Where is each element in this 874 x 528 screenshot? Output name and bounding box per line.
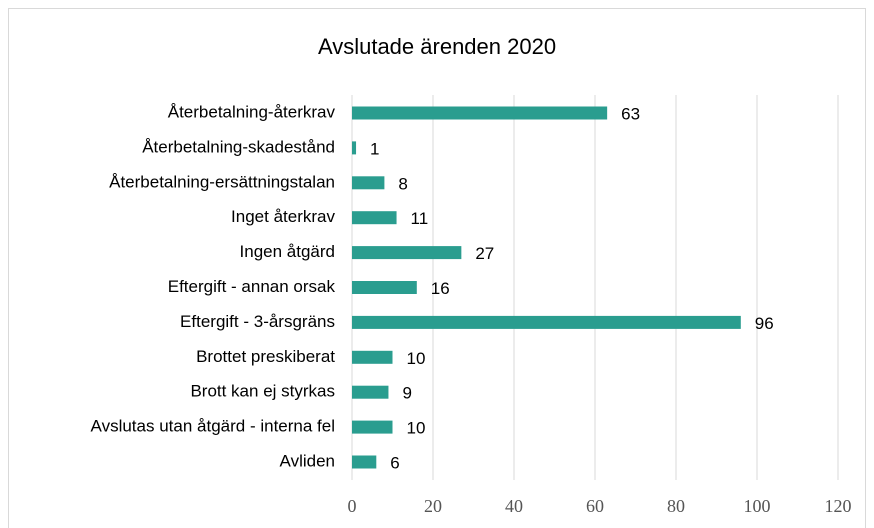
x-tick-label: 100	[744, 496, 771, 516]
x-tick-label: 40	[505, 496, 523, 516]
value-label: 63	[621, 104, 640, 123]
x-tick-label: 80	[667, 496, 685, 516]
bar	[352, 455, 377, 469]
y-tick-label: Ingen åtgärd	[240, 242, 335, 261]
value-label: 16	[431, 279, 450, 298]
bar	[352, 281, 417, 294]
bar	[352, 141, 357, 155]
value-label: 10	[407, 349, 426, 368]
y-tick-label: Avslutas utan åtgärd - interna fel	[91, 417, 335, 436]
y-tick-label: Återbetalning-ersättningstalan	[109, 172, 335, 191]
y-tick-label: Avliden	[280, 451, 335, 470]
x-tick-label: 120	[825, 496, 852, 516]
y-tick-label: Eftergift - 3-årsgräns	[180, 312, 335, 331]
y-tick-label: Brott kan ej styrkas	[190, 382, 335, 401]
bar	[352, 315, 741, 329]
y-tick-label: Återbetalning-skadestånd	[142, 137, 335, 156]
x-tick-label: 0	[348, 496, 357, 516]
y-tick-label: Brottet preskiberat	[196, 347, 335, 366]
chart-border	[8, 8, 866, 528]
value-label: 1	[370, 139, 379, 158]
x-tick-label: 60	[586, 496, 604, 516]
y-tick-label: Återbetalning-återkrav	[168, 102, 336, 121]
value-label: 27	[475, 244, 494, 263]
y-tick-label: Eftergift - annan orsak	[168, 277, 336, 296]
bar	[352, 246, 462, 260]
bar	[352, 350, 393, 364]
value-label: 6	[390, 453, 399, 472]
bar	[352, 176, 385, 190]
y-tick-label: Inget återkrav	[231, 207, 335, 226]
bar	[352, 106, 608, 120]
bar	[352, 385, 389, 399]
value-label: 11	[411, 209, 429, 228]
value-label: 96	[755, 314, 774, 333]
bar	[352, 211, 397, 225]
value-label: 10	[407, 419, 426, 438]
chart-title: Avslutade ärenden 2020	[318, 34, 556, 59]
x-tick-label: 20	[424, 496, 442, 516]
bar	[352, 420, 393, 434]
value-label: 8	[398, 174, 407, 193]
value-label: 9	[402, 384, 411, 403]
